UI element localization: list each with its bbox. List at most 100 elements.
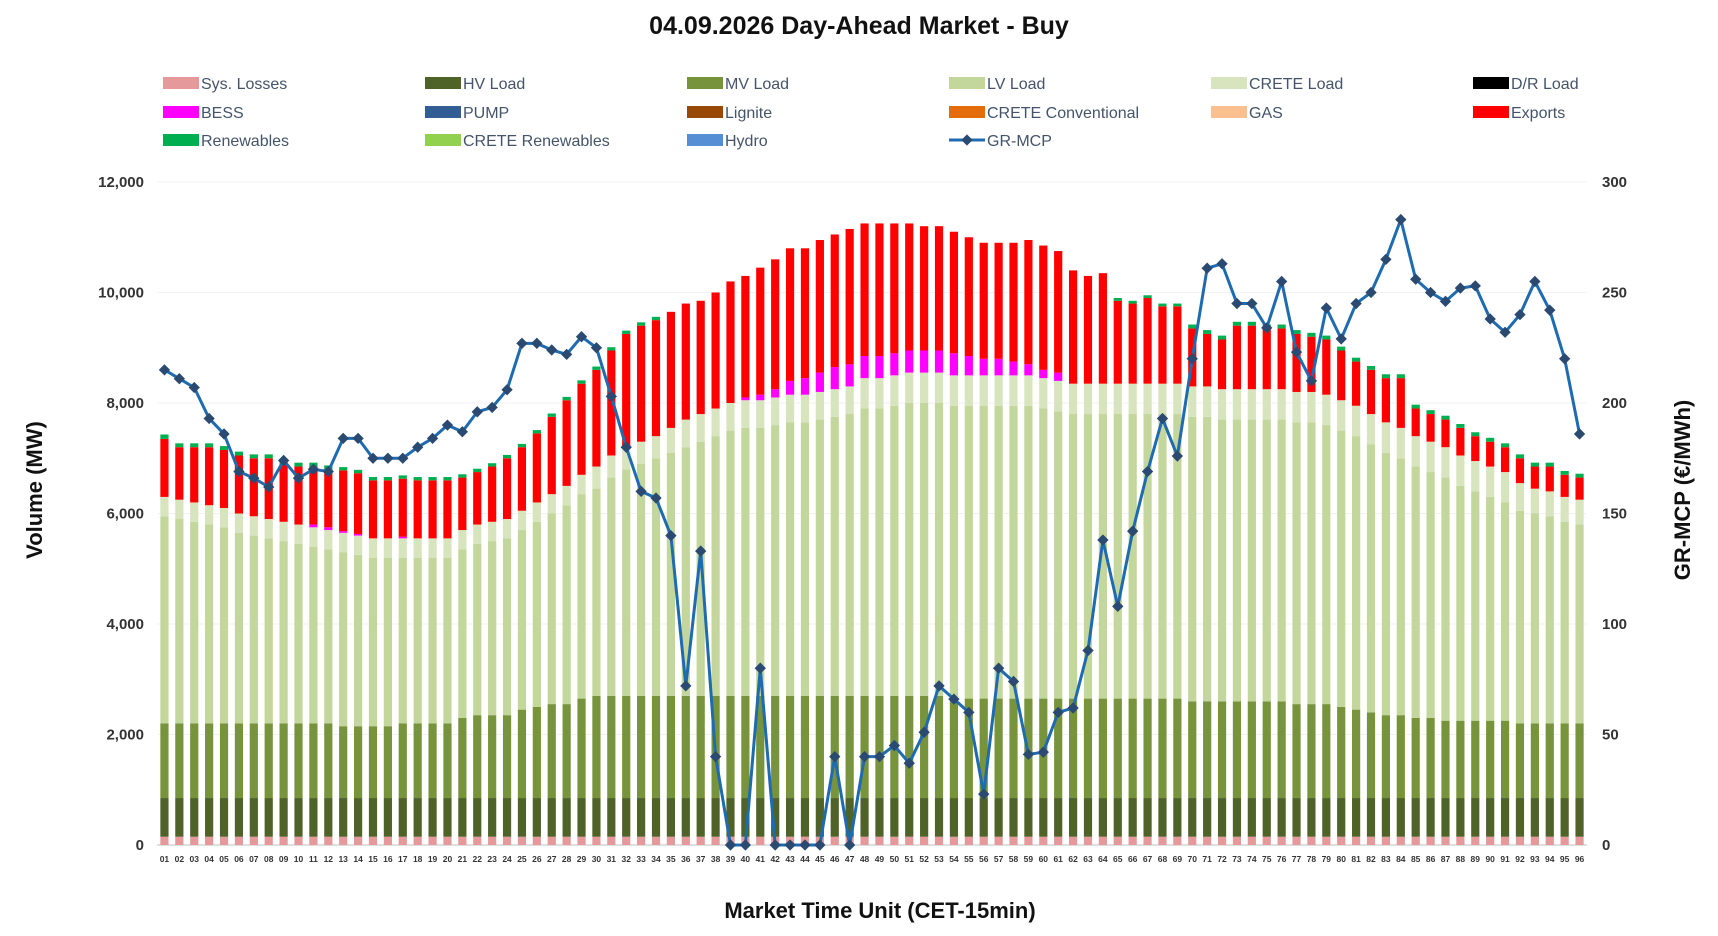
bar-hv-load: [354, 798, 363, 837]
bar-crete-load: [1471, 461, 1480, 492]
bar-crete-load: [1575, 499, 1584, 525]
x-tick-label: 19: [428, 854, 438, 864]
bar-renewables: [368, 477, 378, 481]
bar-crete-load: [473, 524, 482, 544]
bar-crete-load: [160, 496, 169, 517]
bar-renewables: [1307, 332, 1316, 337]
bar-crete-load: [443, 538, 452, 558]
bar-sys-losses: [517, 836, 527, 845]
x-tick-label: 08: [264, 854, 274, 864]
bar-exports: [1009, 242, 1018, 362]
bar-sys-losses: [264, 836, 273, 845]
x-tick-label: 33: [636, 854, 646, 864]
bar-bess: [1054, 372, 1063, 381]
bar-sys-losses: [1560, 836, 1569, 845]
x-tick-label: 32: [621, 854, 631, 864]
bar-exports: [1366, 369, 1376, 415]
bar-exports: [1143, 298, 1152, 384]
gridlines: [157, 181, 1587, 846]
bar-sys-losses: [1396, 836, 1405, 845]
bar-hv-load: [681, 798, 690, 837]
bar-sys-losses: [368, 836, 378, 845]
x-tick-label: 72: [1217, 854, 1227, 864]
x-tick-label: 20: [443, 854, 453, 864]
mcp-point: [546, 344, 558, 356]
bar-mv-load: [368, 726, 378, 799]
legend-label-lv-load: LV Load: [987, 76, 1045, 93]
bar-exports: [905, 223, 914, 351]
bar-hv-load: [1113, 798, 1122, 837]
bar-lv-load: [413, 557, 422, 724]
bar-hv-load: [1054, 798, 1063, 837]
bar-lv-load: [1143, 414, 1152, 699]
bar-hv-load: [294, 798, 303, 837]
y2-axis-ticks: 0 50 100 150 200 250 300: [1602, 174, 1627, 854]
bar-crete-load: [219, 507, 229, 528]
bar-lv-load: [815, 419, 824, 696]
bar-hv-load: [875, 798, 884, 837]
bar-lv-load: [860, 408, 869, 696]
bar-crete-load: [994, 375, 1003, 406]
mcp-point: [888, 739, 900, 752]
mcp-point: [397, 452, 409, 464]
mcp-point: [605, 390, 617, 403]
bar-crete-load: [249, 516, 258, 536]
bar-renewables: [1203, 330, 1212, 334]
bar-renewables: [249, 454, 258, 459]
bar-sys-losses: [1277, 836, 1286, 845]
bar-exports: [1530, 466, 1539, 489]
x-tick-label: 26: [532, 854, 542, 864]
bar-lv-load: [458, 549, 467, 718]
bar-lv-load: [1247, 419, 1256, 702]
bar-sys-losses: [577, 836, 586, 845]
x-tick-label: 71: [1202, 854, 1212, 864]
bar-lv-load: [1173, 414, 1182, 699]
bar-crete-load: [696, 414, 705, 442]
x-tick-label: 09: [279, 854, 289, 864]
mcp-point: [769, 839, 781, 851]
mcp-point: [173, 373, 185, 385]
bar-lv-load: [1277, 419, 1286, 702]
bar-hv-load: [443, 798, 452, 837]
bar-exports: [190, 447, 199, 503]
bar-lv-load: [756, 427, 765, 696]
bar-bess: [771, 389, 780, 398]
bar-crete-load: [1232, 389, 1242, 420]
bar-crete-load: [234, 513, 244, 533]
bar-renewables: [1173, 303, 1182, 307]
bar-exports: [1515, 458, 1525, 484]
x-tick-label: 06: [234, 854, 244, 864]
bar-mv-load: [1232, 701, 1242, 799]
bar-sys-losses: [458, 836, 467, 845]
mcp-point: [1350, 297, 1362, 310]
bar-lv-load: [1069, 414, 1078, 699]
mcp-point: [367, 452, 379, 464]
bar-exports: [622, 333, 631, 448]
mcp-point: [218, 428, 230, 440]
bar-lv-load: [354, 554, 363, 727]
mcp-point: [724, 839, 737, 851]
bar-mv-load: [860, 695, 869, 799]
bar-exports: [428, 480, 437, 539]
x-tick-label: 81: [1351, 854, 1361, 864]
bar-lv-load: [324, 549, 333, 724]
bar-sys-losses: [1128, 836, 1137, 845]
bar-mv-load: [547, 704, 556, 799]
bar-hv-load: [1456, 798, 1465, 837]
x-tick-label: 80: [1336, 854, 1346, 864]
y2-tick-label: 200: [1602, 395, 1627, 412]
bar-exports: [339, 470, 348, 532]
bar-hv-load: [383, 798, 392, 837]
mcp-point: [709, 750, 722, 763]
bar-exports: [1292, 333, 1301, 392]
bar-sys-losses: [1054, 836, 1063, 845]
bar-bess: [1039, 369, 1048, 379]
mcp-point: [695, 545, 707, 557]
mcp-point: [1052, 706, 1064, 719]
x-tick-label: 73: [1232, 854, 1242, 864]
bar-hv-load: [1396, 798, 1405, 837]
bar-renewables: [1486, 437, 1495, 442]
mcp-point: [1380, 253, 1392, 266]
bar-mv-load: [1083, 698, 1093, 799]
bar-sys-losses: [532, 836, 541, 845]
